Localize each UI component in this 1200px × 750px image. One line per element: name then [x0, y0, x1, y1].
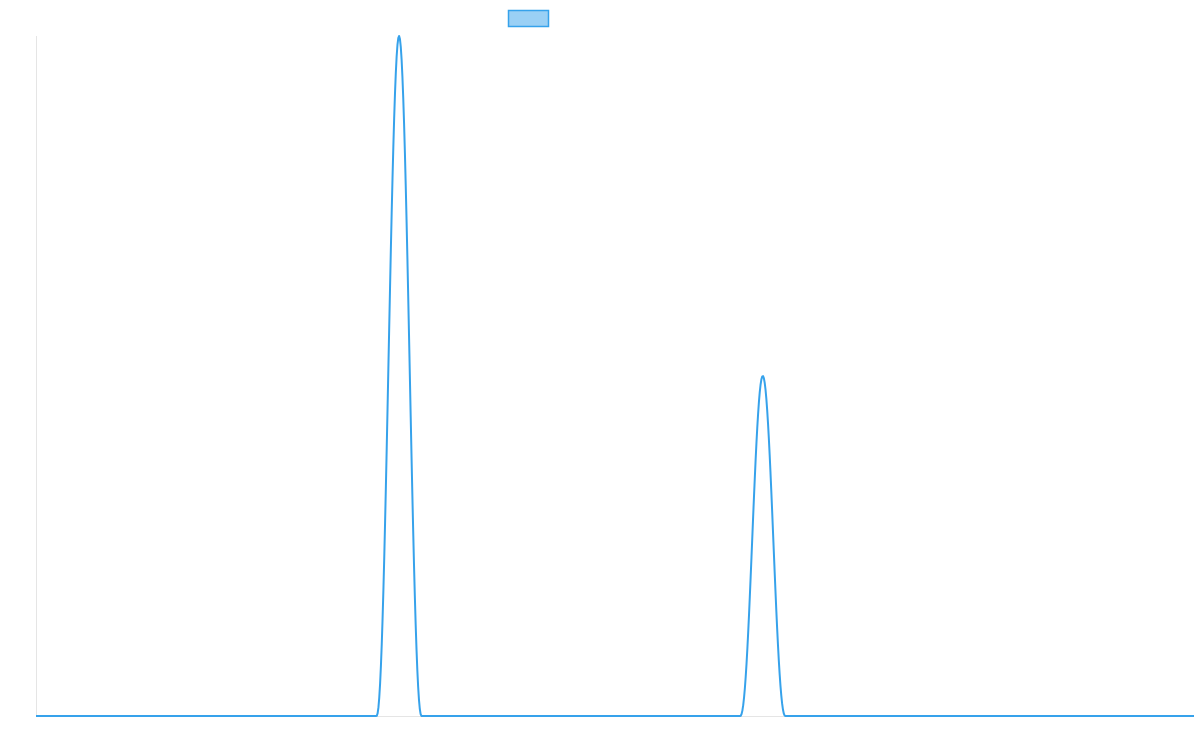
- legend-swatch[interactable]: [507, 9, 550, 28]
- legend[interactable]: [507, 9, 550, 28]
- series-layer: [35, 35, 1195, 717]
- axes: [36, 36, 1194, 717]
- series-line-0: [35, 35, 1195, 717]
